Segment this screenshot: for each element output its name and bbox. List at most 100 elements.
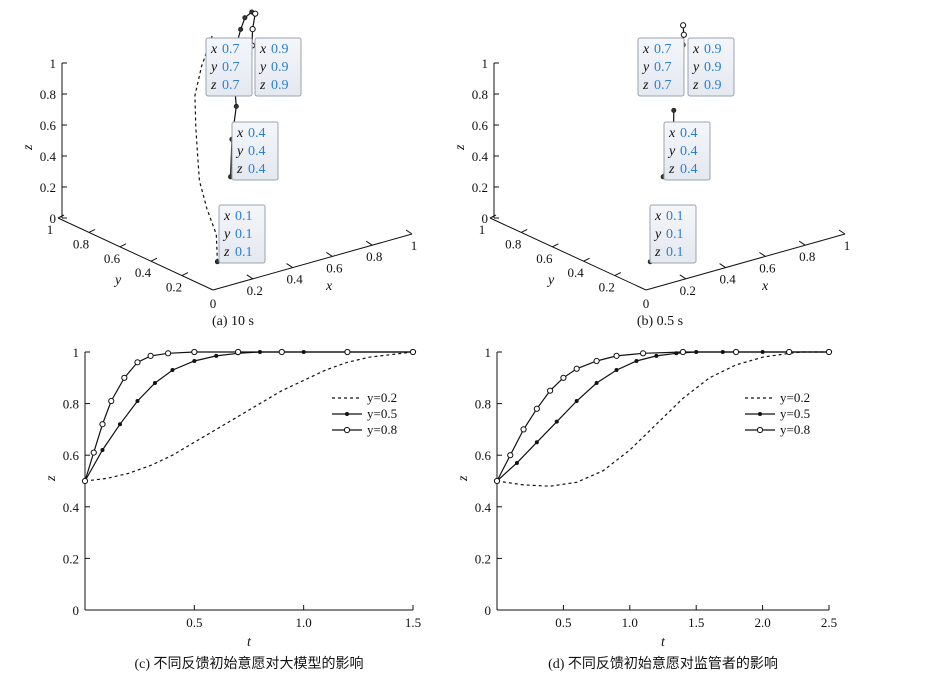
datatip-box: [637, 37, 685, 97]
datatip-y-key: y: [258, 60, 267, 75]
datatip-box: [687, 37, 735, 97]
x-tick-mark: [365, 240, 373, 246]
x-axis-label: t: [661, 635, 666, 650]
y-axis-label: y: [113, 273, 122, 288]
datatip-x-value: 0.1: [235, 209, 253, 224]
x-tick-label: 0.8: [366, 249, 382, 264]
datatip-z-value: 0.4: [680, 162, 698, 177]
z-tick-label: 0.6: [40, 118, 57, 133]
x-tick-mark: [719, 263, 726, 269]
datatip-x-value: 0.7: [222, 42, 240, 57]
x-tick-label: 1.5: [405, 615, 421, 630]
data-point: [121, 374, 128, 381]
data-point: [786, 348, 793, 356]
series-line: [84, 351, 413, 482]
x-tick-label: 1: [844, 238, 851, 253]
data-point: [534, 440, 539, 445]
legend-marker: [345, 412, 349, 416]
data-point: [520, 426, 527, 433]
data-point: [547, 387, 554, 394]
data-point: [825, 348, 833, 356]
y-tick-label: 0.8: [63, 397, 79, 412]
legend-marker: [758, 412, 762, 416]
x-axis-label: t: [247, 635, 252, 650]
y-tick-mark: [583, 257, 590, 262]
panel-d-line-chart: 0.5 1.0 1.5 2.0 2.500.20.40.60.81tzy=0.2y=0.…: [456, 345, 837, 672]
x-tick-label: 0.4: [286, 272, 303, 287]
z-tick-label: 0.8: [472, 87, 488, 102]
datatip-z-value: 0.9: [271, 78, 289, 93]
data-point: [100, 448, 105, 453]
data-point: [507, 452, 514, 459]
series-line: [84, 351, 413, 482]
data-point: [654, 353, 659, 358]
series-line: [496, 351, 829, 482]
data-point: [252, 10, 259, 17]
datatip-x-key: x: [692, 42, 700, 57]
datatip-y-key: y: [209, 60, 218, 75]
data-point: [238, 26, 244, 32]
data-point: [634, 359, 639, 364]
datatip-y-key: y: [653, 227, 662, 242]
z-tick-label: 1: [50, 56, 57, 71]
datatip-z-value: 0.1: [235, 245, 253, 260]
datatip-x-value: 0.4: [680, 126, 698, 141]
data-point: [593, 357, 600, 365]
datatip-z-value: 0.4: [248, 162, 266, 177]
data-point: [81, 477, 89, 485]
datatip-box: [254, 37, 302, 97]
y-tick-label: 1: [47, 222, 54, 237]
data-point: [147, 352, 154, 359]
data-point: [573, 365, 580, 372]
datatip-x-key: x: [259, 42, 267, 57]
datatip-y-key: y: [641, 60, 650, 75]
y-axis-label: y: [546, 273, 555, 288]
data-point: [679, 348, 687, 356]
legend-label: y=0.2: [780, 390, 810, 405]
y-axis-label: z: [456, 475, 471, 482]
legend-marker: [343, 426, 351, 434]
panel-b-3d-chart: 0.2 0.4 0.6 0.8 1 1 0.8 0.6 0.4 0.2 0 0 0.2 0.4 0.6 0.8…: [453, 22, 851, 329]
data-point: [214, 353, 219, 358]
x-tick-mark: [679, 274, 687, 280]
datatip-y-value: 0.4: [248, 144, 266, 159]
datatip-x-value: 0.7: [654, 42, 672, 57]
y-tick-label: 0.8: [475, 397, 491, 412]
data-point: [164, 350, 172, 357]
data-point: [249, 26, 256, 33]
x-tick-mark: [286, 263, 293, 269]
data-point: [99, 421, 106, 428]
datatip-x-key: x: [236, 126, 244, 141]
x-tick-label: 0.2: [247, 283, 263, 298]
x-axis-line: [645, 233, 846, 291]
panel-caption: (b) 0.5 s: [637, 314, 683, 329]
datatip-x-key: x: [654, 209, 662, 224]
series-dashed-line: [194, 33, 218, 262]
data-point: [108, 397, 115, 405]
datatip-z-value: 0.7: [222, 78, 240, 93]
origin-tick-label: 0: [210, 296, 217, 311]
datatip-y-key: y: [691, 60, 700, 75]
x-tick-label: 1.0: [622, 615, 638, 630]
x-axis-label: x: [325, 279, 333, 294]
y-axis-label: z: [44, 475, 59, 482]
y-tick-label: 1: [485, 345, 492, 360]
data-point: [90, 449, 97, 456]
x-tick-label: 0.8: [799, 249, 815, 264]
data-point: [614, 368, 619, 373]
datatip-z-value: 0.9: [704, 78, 722, 93]
legend-marker: [756, 426, 764, 434]
panel-a-3d-chart: 0.2 0.4 0.6 0.8 1 1 0.8 0.6 0.4 0.2 0 0 0.2 0.4 0.6 0.8…: [21, 9, 417, 329]
datatip-z-key: z: [236, 162, 243, 177]
data-point: [278, 348, 285, 356]
y-tick-label: 0.4: [135, 265, 152, 280]
x-tick-mark: [798, 240, 806, 246]
y-tick-label: 0.2: [475, 551, 491, 566]
y-tick-label: 0.6: [104, 251, 121, 266]
data-point: [554, 419, 559, 424]
panel-caption: (a) 10 s: [212, 314, 254, 329]
series-line: [496, 351, 829, 487]
y-tick-label: 0.2: [599, 280, 615, 295]
datatip-y-value: 0.4: [680, 144, 698, 159]
y-tick-label: 0.6: [475, 448, 492, 463]
